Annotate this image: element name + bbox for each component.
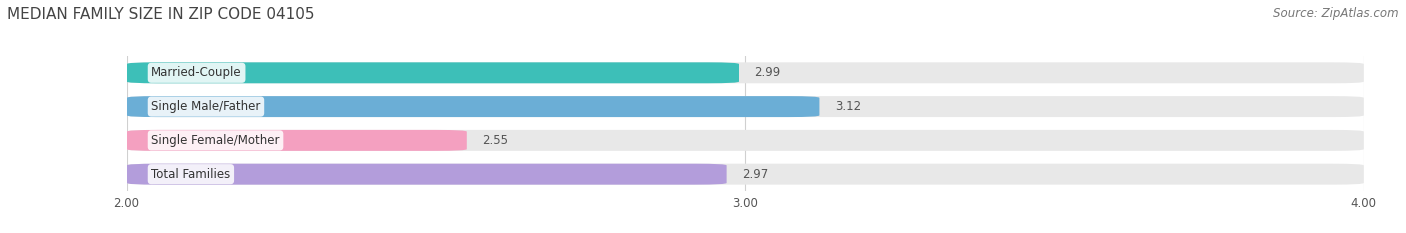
FancyBboxPatch shape: [127, 96, 1364, 117]
Text: 2.97: 2.97: [742, 168, 768, 181]
Text: Total Families: Total Families: [152, 168, 231, 181]
FancyBboxPatch shape: [127, 164, 1364, 185]
FancyBboxPatch shape: [127, 130, 1364, 151]
Text: Single Male/Father: Single Male/Father: [152, 100, 260, 113]
FancyBboxPatch shape: [127, 96, 820, 117]
Text: 2.55: 2.55: [482, 134, 508, 147]
Text: 3.12: 3.12: [835, 100, 860, 113]
Text: 2.99: 2.99: [755, 66, 780, 79]
FancyBboxPatch shape: [127, 62, 1364, 83]
Text: Source: ZipAtlas.com: Source: ZipAtlas.com: [1274, 7, 1399, 20]
Text: MEDIAN FAMILY SIZE IN ZIP CODE 04105: MEDIAN FAMILY SIZE IN ZIP CODE 04105: [7, 7, 315, 22]
Text: Single Female/Mother: Single Female/Mother: [152, 134, 280, 147]
FancyBboxPatch shape: [127, 62, 740, 83]
Text: Married-Couple: Married-Couple: [152, 66, 242, 79]
FancyBboxPatch shape: [127, 130, 467, 151]
FancyBboxPatch shape: [127, 164, 727, 185]
